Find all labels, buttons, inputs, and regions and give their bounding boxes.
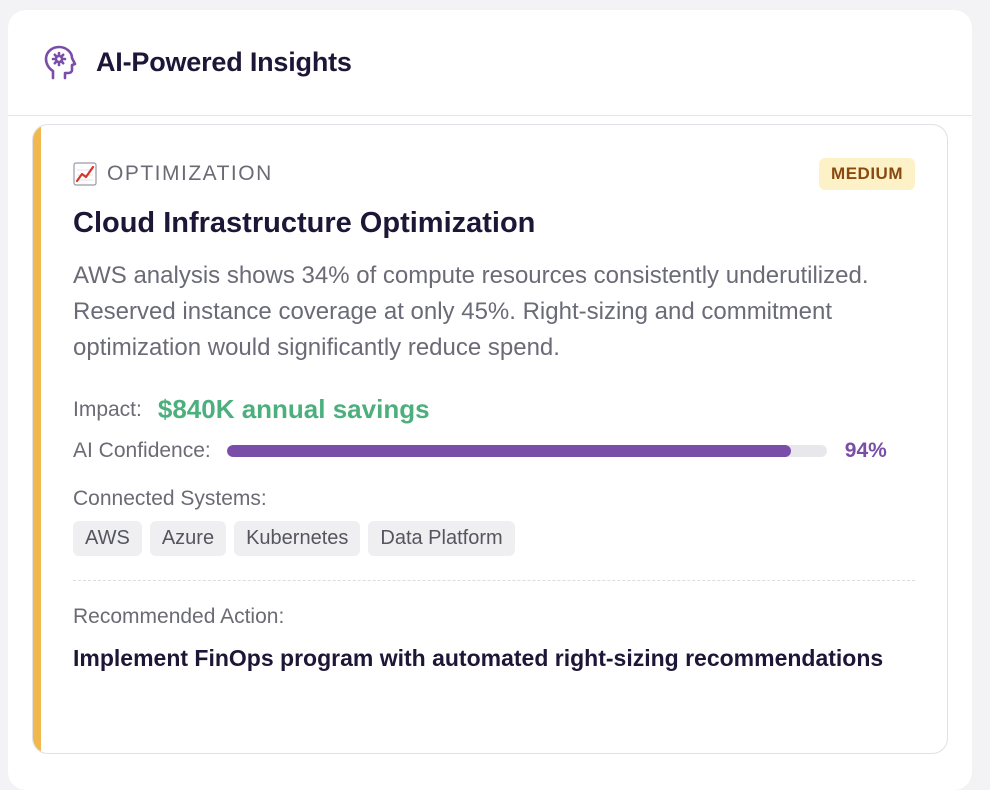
impact-label: Impact:: [73, 397, 142, 421]
insight-description: AWS analysis shows 34% of compute resour…: [73, 262, 869, 361]
system-chip-azure: Azure: [149, 521, 227, 556]
system-chip-aws: AWS: [73, 521, 142, 556]
confidence-label: AI Confidence:: [73, 439, 211, 462]
insight-card-content: OPTIMIZATION MEDIUM Cloud Infrastructure…: [73, 157, 915, 677]
confidence-row: AI Confidence: 94%: [73, 439, 915, 463]
insights-panel: AI-Powered Insights OPTIMIZATION MEDIUM: [8, 10, 972, 790]
insight-card[interactable]: OPTIMIZATION MEDIUM Cloud Infrastructure…: [32, 124, 948, 754]
system-chip-kubernetes: Kubernetes: [234, 521, 361, 556]
priority-badge: MEDIUM: [819, 158, 915, 190]
priority-accent-bar: [33, 125, 41, 753]
insight-title: Cloud Infrastructure Optimization: [73, 207, 536, 239]
recommended-action-label: Recommended Action:: [73, 605, 285, 628]
impact-row: Impact: $840K annual savings: [73, 394, 915, 425]
panel-header: AI-Powered Insights: [8, 10, 972, 116]
insight-category: OPTIMIZATION: [73, 162, 273, 186]
brain-gear-icon: [42, 44, 80, 82]
connected-systems-list: AWS Azure Kubernetes Data Platform: [73, 521, 915, 556]
recommended-action-text: Implement FinOps program with automated …: [73, 645, 884, 671]
confidence-progress-fill: [226, 445, 791, 457]
confidence-progress-bar: [226, 445, 827, 457]
section-divider: [73, 580, 915, 581]
connected-systems-label: Connected Systems:: [73, 487, 267, 510]
chart-increasing-icon: [73, 162, 97, 186]
confidence-value: 94%: [844, 439, 887, 462]
category-row: OPTIMIZATION MEDIUM: [73, 157, 915, 191]
impact-value: $840K annual savings: [157, 394, 430, 424]
system-chip-data-platform: Data Platform: [368, 521, 515, 556]
category-label: OPTIMIZATION: [107, 162, 273, 185]
panel-title: AI-Powered Insights: [96, 47, 352, 77]
